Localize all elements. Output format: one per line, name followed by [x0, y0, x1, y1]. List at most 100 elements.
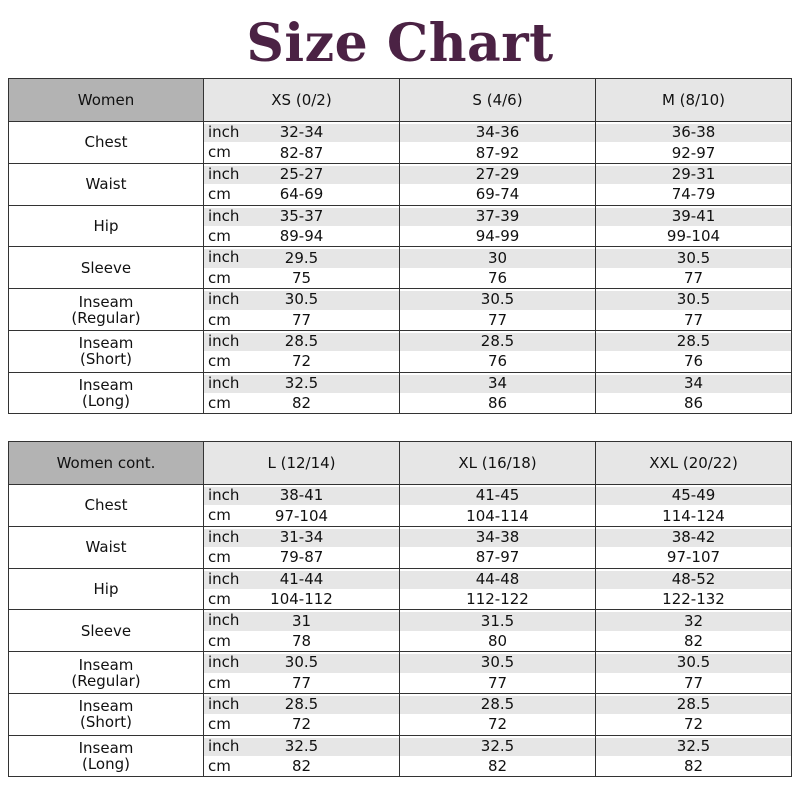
value: 30.5	[480, 290, 515, 309]
unit-label: cm	[208, 185, 231, 204]
unit-label: inch	[208, 611, 240, 630]
value: 28.5	[676, 695, 711, 714]
value: 41-44	[279, 569, 324, 588]
page-title: Size Chart	[246, 13, 554, 74]
table-row: cm 78 80 82	[9, 630, 792, 653]
measurement-label: Hip	[8, 567, 204, 611]
size-header: XXL (20/22)	[595, 441, 792, 485]
table-row: cm 72 76 76	[9, 351, 792, 373]
value: 76	[683, 352, 704, 371]
value-cell: 76	[399, 267, 596, 290]
measurement-label: Inseam (Regular)	[8, 651, 204, 694]
value-cell: cm 72	[203, 714, 400, 736]
value: 77	[487, 310, 508, 329]
table-row: Inseam (Regular) inch 30.5 30.5 30.5	[8, 288, 792, 331]
value-cell: cm 64-69	[203, 184, 400, 206]
table-row: cm 77 77 77	[9, 672, 792, 694]
value-cell: 94-99	[399, 225, 596, 248]
measurement-label-line: Inseam	[78, 334, 134, 353]
value: 32-34	[279, 123, 324, 142]
value-cell: 41-45	[399, 484, 596, 506]
measurement-label: Chest	[8, 484, 204, 527]
value: 35-37	[279, 206, 324, 225]
value: 30.5	[676, 248, 711, 267]
measurement-label-line: Inseam	[78, 292, 134, 311]
value-cell: 82	[595, 756, 792, 778]
measurement-label-line: (Long)	[81, 755, 130, 774]
value: 30.5	[676, 290, 711, 309]
value: 34-38	[475, 527, 520, 546]
unit-label: inch	[208, 694, 240, 713]
value: 29-31	[671, 164, 716, 183]
measurement-label: Inseam (Long)	[8, 371, 204, 415]
value-cell: 30.5	[595, 651, 792, 673]
value-cell: 77	[399, 309, 596, 331]
value: 79-87	[279, 548, 324, 567]
value: 94-99	[475, 227, 520, 246]
value-cell: inch 25-27	[203, 162, 400, 185]
value: 104-114	[466, 506, 529, 525]
value-cell: cm 75	[203, 267, 400, 290]
measurement-label-line: Waist	[85, 538, 127, 557]
value-cell: 74-79	[595, 184, 792, 206]
measurement-label-line: Chest	[84, 496, 128, 515]
value: 82	[487, 757, 508, 776]
unit-label: cm	[208, 631, 231, 650]
value: 32.5	[676, 736, 711, 755]
unit-label: cm	[208, 548, 231, 567]
value: 122-132	[662, 590, 725, 609]
value-cell: 76	[399, 351, 596, 373]
value: 77	[291, 673, 312, 692]
unit-label: cm	[208, 226, 231, 245]
table-row: Inseam (Long) inch 32.5 34 34	[8, 371, 792, 415]
value-cell: cm 72	[203, 351, 400, 373]
value: 87-92	[475, 143, 520, 162]
value-cell: inch 32.5	[203, 734, 400, 757]
value-cell: 27-29	[399, 162, 596, 185]
value-cell: 80	[399, 630, 596, 653]
value-cell: 45-49	[595, 484, 792, 506]
measurement-label-line: (Long)	[81, 392, 130, 411]
value: 28.5	[480, 332, 515, 351]
value: 36-38	[671, 123, 716, 142]
value-cell: cm 77	[203, 672, 400, 694]
measurement-label: Inseam (Short)	[8, 329, 204, 373]
value-cell: inch 28.5	[203, 329, 400, 352]
table-row: Sleeve inch 29.5 30 30.5	[8, 246, 792, 290]
value: 28.5	[480, 695, 515, 714]
table-row: Hip inch 41-44 44-48 48-52	[8, 567, 792, 611]
value: 86	[683, 394, 704, 413]
value: 74-79	[671, 185, 716, 204]
value-cell: cm 79-87	[203, 547, 400, 569]
value: 28.5	[284, 332, 319, 351]
value-cell: inch 32.5	[203, 371, 400, 394]
unit-label: cm	[208, 268, 231, 287]
value-cell: 86	[595, 393, 792, 415]
value: 97-104	[274, 506, 329, 525]
value: 82	[291, 394, 312, 413]
measurement-label: Hip	[8, 204, 204, 248]
unit-label: cm	[208, 673, 231, 692]
value: 31.5	[480, 611, 515, 630]
value-cell: 99-104	[595, 225, 792, 248]
value-cell: 69-74	[399, 184, 596, 206]
value-cell: 77	[399, 672, 596, 694]
size-header: XL (16/18)	[399, 441, 596, 485]
value-cell: 32	[595, 609, 792, 631]
unit-label: inch	[208, 653, 240, 672]
table-row: Inseam (Long) inch 32.5 32.5 32.5	[8, 734, 792, 778]
unit-label: inch	[208, 164, 240, 183]
value-cell: 28.5	[399, 329, 596, 352]
value: 37-39	[475, 206, 520, 225]
value-cell: cm 82-87	[203, 142, 400, 164]
value-cell: 30.5	[595, 246, 792, 268]
value: 32	[683, 611, 704, 630]
value-cell: inch 30.5	[203, 288, 400, 310]
value-cell: 77	[595, 672, 792, 694]
value: 92-97	[671, 143, 716, 162]
value: 82	[683, 631, 704, 650]
value: 69-74	[475, 185, 520, 204]
table-row: Waist inch 25-27 27-29 29-31	[8, 162, 792, 206]
value: 76	[487, 268, 508, 287]
unit-label: inch	[208, 736, 240, 755]
